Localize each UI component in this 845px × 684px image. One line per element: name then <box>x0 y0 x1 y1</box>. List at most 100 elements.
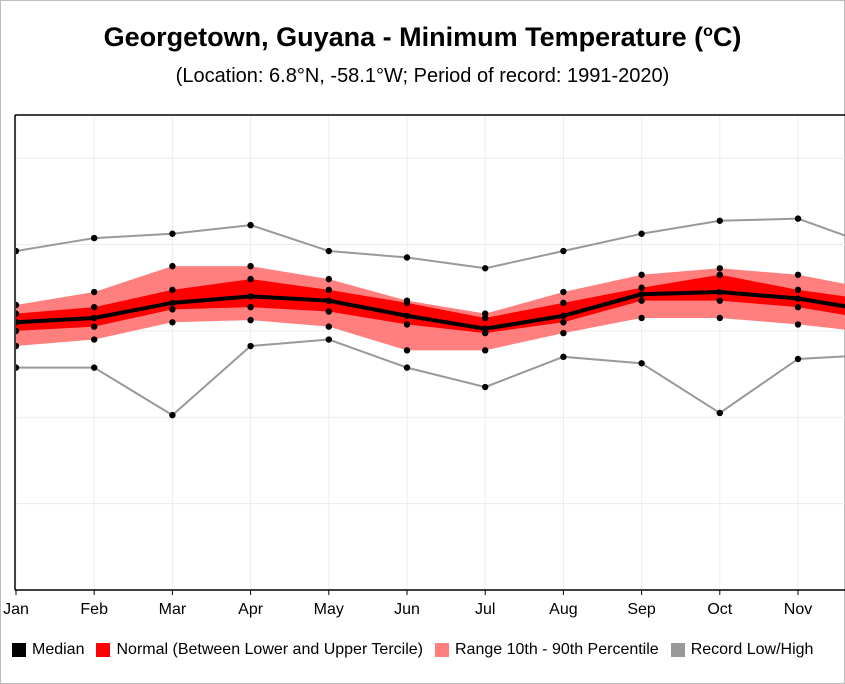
legend-swatch-range <box>435 643 449 657</box>
point-record-high-jun <box>403 254 411 261</box>
point-range-lower-may <box>325 323 332 330</box>
legend-item-median: Median <box>12 641 84 659</box>
point-range-upper-nov <box>794 271 802 278</box>
point-normal-upper-oct <box>716 271 723 278</box>
point-median-oct <box>716 288 723 296</box>
band-normal-tercile <box>16 274 845 334</box>
line-record-low <box>16 338 845 417</box>
point-range-lower-nov <box>794 321 802 328</box>
chart-legend: Median Normal (Between Lower and Upper T… <box>12 641 825 659</box>
x-tick-label-apr: Apr <box>238 601 264 618</box>
legend-label-range: Range 10th - 90th Percentile <box>455 641 659 658</box>
point-normal-lower-may <box>325 308 332 315</box>
point-range-upper-may <box>325 275 332 283</box>
point-median-sep <box>638 291 645 298</box>
legend-swatch-normal <box>96 643 111 657</box>
point-normal-upper-jun <box>403 299 411 307</box>
point-normal-lower-aug <box>560 319 567 326</box>
legend-swatch-median <box>12 643 26 657</box>
point-range-upper-sep <box>638 271 645 278</box>
point-median-may <box>325 297 332 304</box>
point-range-lower-feb <box>91 336 98 343</box>
point-normal-upper-nov <box>794 286 802 294</box>
point-range-upper-oct <box>716 265 723 272</box>
x-tick-label-oct: Oct <box>707 601 732 618</box>
point-record-high-jul <box>482 265 489 272</box>
point-record-high-aug <box>560 247 567 255</box>
point-median-jun <box>403 312 411 319</box>
point-median-aug <box>560 312 567 319</box>
point-range-upper-jan <box>16 301 20 309</box>
point-record-low-jan <box>16 364 20 371</box>
line-median <box>16 290 845 331</box>
point-record-high-mar <box>169 230 176 237</box>
point-normal-upper-jul <box>482 314 489 322</box>
point-normal-lower-nov <box>794 303 802 311</box>
legend-label-record: Record Low/High <box>690 641 814 658</box>
point-range-lower-sep <box>638 314 645 322</box>
point-record-high-sep <box>638 230 645 237</box>
point-range-upper-mar <box>169 262 176 270</box>
point-median-jul <box>482 325 489 332</box>
legend-item-normal: Normal (Between Lower and Upper Tercile) <box>96 641 423 659</box>
point-range-lower-jan <box>16 342 20 350</box>
point-record-high-jan <box>16 247 20 255</box>
point-median-mar <box>169 299 176 307</box>
x-tick-label-feb: Feb <box>80 601 108 618</box>
point-range-lower-jun <box>403 347 411 354</box>
point-median-feb <box>91 314 98 322</box>
point-range-lower-oct <box>716 314 723 322</box>
point-record-high-nov <box>794 215 802 222</box>
plot-area <box>16 115 845 590</box>
legend-label-normal: Normal (Between Lower and Upper Tercile) <box>116 641 423 658</box>
x-tick-label-mar: Mar <box>159 601 187 618</box>
legend-item-range: Range 10th - 90th Percentile <box>435 641 659 659</box>
point-range-upper-feb <box>91 288 98 296</box>
point-normal-lower-apr <box>247 303 254 311</box>
x-tick-label-may: May <box>314 601 344 618</box>
point-normal-upper-feb <box>91 303 98 311</box>
point-record-low-oct <box>716 409 723 417</box>
legend-swatch-record <box>670 643 685 657</box>
point-record-high-may <box>325 247 332 255</box>
point-record-high-feb <box>91 234 98 242</box>
point-record-low-mar <box>169 411 176 419</box>
point-record-low-aug <box>560 353 567 361</box>
point-record-high-oct <box>716 217 723 224</box>
x-tick-label-aug: Aug <box>549 601 577 618</box>
point-record-low-feb <box>91 364 98 371</box>
point-normal-lower-feb <box>91 323 98 330</box>
point-normal-upper-sep <box>638 284 645 291</box>
legend-label-median: Median <box>32 641 85 658</box>
x-tick-label-sep: Sep <box>627 601 656 618</box>
point-record-low-nov <box>794 355 802 363</box>
x-tick-label-nov: Nov <box>784 601 812 618</box>
point-normal-upper-mar <box>169 286 176 294</box>
point-normal-upper-apr <box>247 275 254 283</box>
point-median-jan <box>16 319 20 326</box>
chart-title: Georgetown, Guyana - Minimum Temperature… <box>103 22 742 52</box>
x-tick-label-jun: Jun <box>394 601 420 618</box>
point-normal-lower-jan <box>16 327 20 335</box>
point-record-low-apr <box>247 342 254 350</box>
point-normal-upper-aug <box>560 299 567 307</box>
point-record-low-may <box>325 336 332 343</box>
x-tick-label-jul: Jul <box>475 601 495 618</box>
point-median-apr <box>247 293 254 300</box>
legend-item-record: Record Low/High <box>670 641 814 659</box>
chart-subtitle: (Location: 6.8°N, -58.1°W; Period of rec… <box>175 65 670 87</box>
point-record-low-jul <box>482 383 489 391</box>
point-normal-upper-jan <box>16 310 20 317</box>
point-range-lower-apr <box>247 316 254 324</box>
point-normal-upper-may <box>325 286 332 294</box>
point-record-high-apr <box>247 221 254 229</box>
point-record-low-jun <box>403 364 411 371</box>
point-median-nov <box>794 295 802 302</box>
line-record-high <box>16 217 845 270</box>
point-range-upper-aug <box>560 288 567 296</box>
point-normal-lower-jun <box>403 321 411 328</box>
point-normal-lower-oct <box>716 297 723 304</box>
point-normal-lower-mar <box>169 306 176 313</box>
point-range-lower-mar <box>169 319 176 326</box>
